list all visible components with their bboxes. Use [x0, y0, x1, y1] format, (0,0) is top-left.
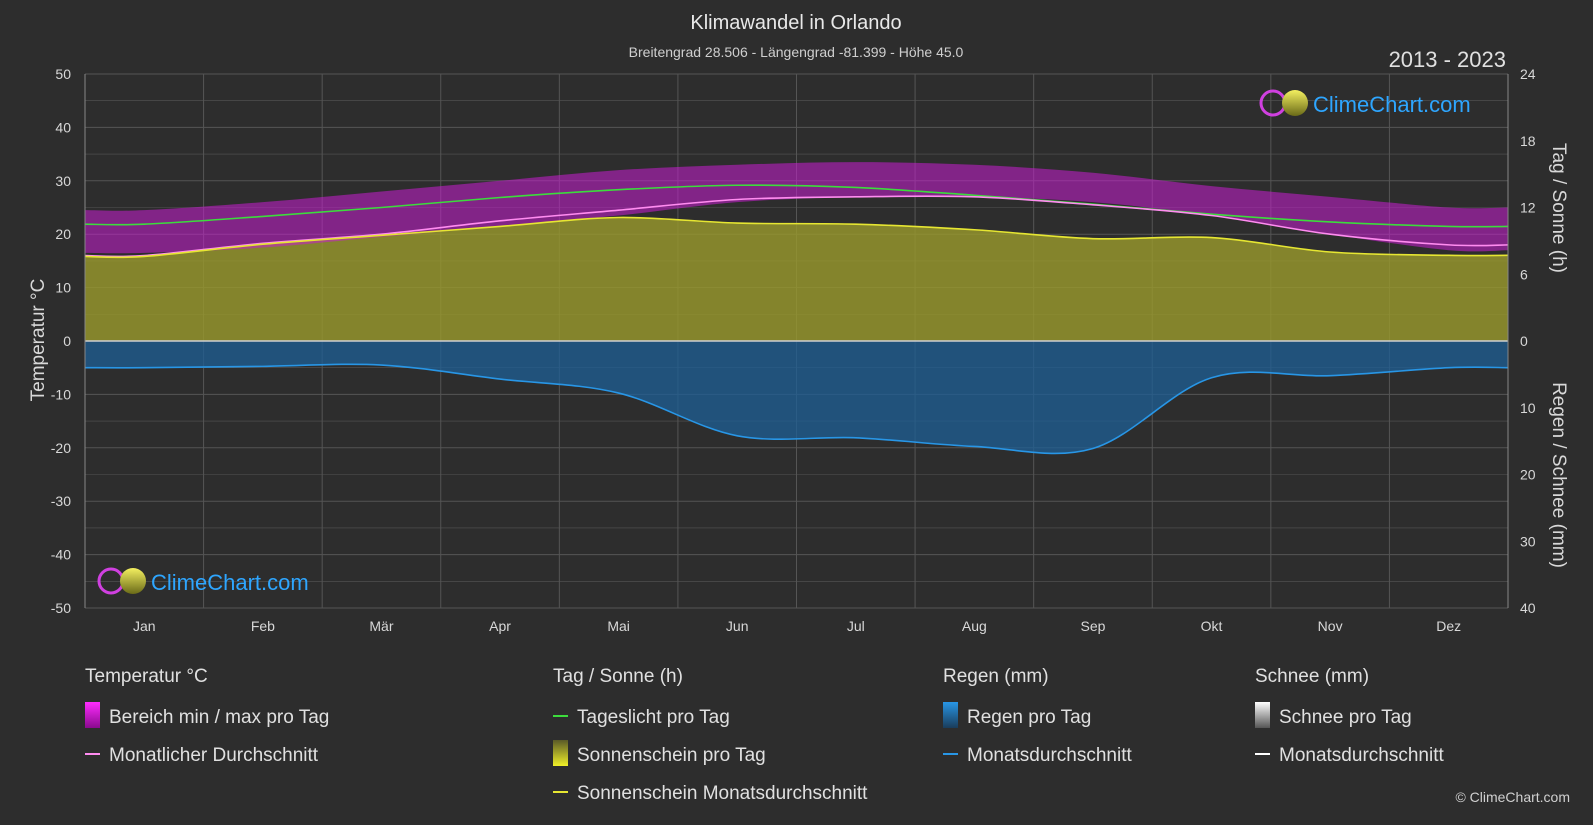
logo-globe-icon	[1282, 90, 1308, 116]
legend-item-label: Sonnenschein pro Tag	[577, 745, 766, 766]
legend-group: Regen (mm) Regen pro Tag Monatsdurchschnit…	[943, 666, 1132, 766]
x-tick-label: Jan	[133, 618, 156, 634]
copyright: © ClimeChart.com	[1455, 789, 1570, 805]
left-tick-label: 10	[55, 280, 71, 296]
logo-globe-icon	[120, 568, 146, 594]
legend-item-label: Monatlicher Durchschnitt	[109, 745, 319, 766]
legend-swatch	[943, 702, 958, 728]
legend-item-label: Schnee pro Tag	[1279, 707, 1412, 728]
right-bottom-tick-label: 20	[1520, 467, 1536, 483]
logo-top: ClimeChart.com	[1259, 89, 1471, 117]
rain-area	[85, 341, 1508, 454]
right-bottom-tick-label: 10	[1520, 400, 1536, 416]
daylight-line	[85, 184, 1508, 228]
legend-item-label: Sonnenschein Monatsdurchschnitt	[577, 783, 868, 804]
legend-group: Temperatur °C Bereich min / max pro Tag Mo…	[85, 666, 329, 766]
right-top-tick-label: 12	[1520, 200, 1536, 216]
left-tick-label: 0	[63, 333, 71, 349]
legend-item-label: Bereich min / max pro Tag	[109, 707, 329, 728]
left-tick-label: -50	[51, 600, 71, 616]
x-tick-label: Nov	[1318, 618, 1343, 634]
right-bottom-tick-label: 40	[1520, 600, 1536, 616]
legend-group-title: Temperatur °C	[85, 666, 208, 687]
axes: 50 40 30 20 10 0 -10 -20 -30 -40 -50 24 18 12 6 0 10 20 30…	[51, 66, 1536, 634]
plot-area	[85, 162, 1508, 455]
left-tick-label: 50	[55, 66, 71, 82]
right-bottom-tick-label: 30	[1520, 533, 1536, 549]
x-tick-label: Mai	[607, 618, 630, 634]
legend-group: Schnee (mm) Schnee pro Tag Monatsdurchschn…	[1255, 666, 1444, 766]
x-tick-label: Apr	[489, 618, 511, 634]
x-tick-label: Sep	[1080, 618, 1105, 634]
sunshine-avg-line	[85, 216, 1508, 259]
rain-avg-line	[85, 363, 1508, 455]
legend-swatch	[553, 740, 568, 766]
chart-subtitle: Breitengrad 28.506 - Längengrad -81.399 …	[629, 44, 964, 60]
x-tick-label: Mär	[369, 618, 393, 634]
x-tick-label: Feb	[251, 618, 275, 634]
legend-item-label: Monatsdurchschnitt	[967, 745, 1132, 766]
legend-group-title: Schnee (mm)	[1255, 666, 1369, 687]
left-tick-label: -40	[51, 547, 71, 563]
logo-text: ClimeChart.com	[151, 570, 309, 595]
temp-avg-line	[85, 195, 1508, 258]
right-top-tick-label: 0	[1520, 333, 1528, 349]
legend-swatch	[1255, 702, 1270, 728]
right-top-tick-label: 18	[1520, 133, 1536, 149]
logo-text: ClimeChart.com	[1313, 92, 1471, 117]
left-tick-label: -30	[51, 493, 71, 509]
period-label: 2013 - 2023	[1389, 47, 1506, 72]
x-tick-label: Jul	[847, 618, 865, 634]
left-tick-label: 30	[55, 173, 71, 189]
x-tick-label: Okt	[1201, 618, 1223, 634]
left-tick-label: 40	[55, 119, 71, 135]
left-tick-label: 20	[55, 226, 71, 242]
x-tick-label: Dez	[1436, 618, 1461, 634]
legend-group: Tag / Sonne (h) Tageslicht pro Tag Sonnens…	[553, 666, 868, 804]
left-tick-label: -20	[51, 440, 71, 456]
left-tick-label: -10	[51, 386, 71, 402]
logo-bottom: ClimeChart.com	[97, 567, 309, 595]
x-tick-label: Aug	[962, 618, 987, 634]
right-top-tick-label: 24	[1520, 66, 1536, 82]
right-axis-bottom-title: Regen / Schnee (mm)	[1548, 382, 1569, 568]
legend-group-title: Tag / Sonne (h)	[553, 666, 683, 687]
legend-item-label: Regen pro Tag	[967, 707, 1091, 728]
legend-swatch	[85, 702, 100, 728]
legend-item-label: Tageslicht pro Tag	[577, 707, 730, 728]
chart-title: Klimawandel in Orlando	[690, 12, 901, 34]
sunshine-area	[85, 217, 1508, 341]
x-tick-label: Jun	[726, 618, 749, 634]
right-axis-top-title: Tag / Sonne (h)	[1548, 143, 1569, 273]
legend-item-label: Monatsdurchschnitt	[1279, 745, 1444, 766]
legend: Temperatur °C Bereich min / max pro Tag Mo…	[85, 666, 1444, 804]
left-axis-title: Temperatur °C	[28, 279, 49, 402]
legend-group-title: Regen (mm)	[943, 666, 1049, 687]
right-top-tick-label: 6	[1520, 266, 1528, 282]
